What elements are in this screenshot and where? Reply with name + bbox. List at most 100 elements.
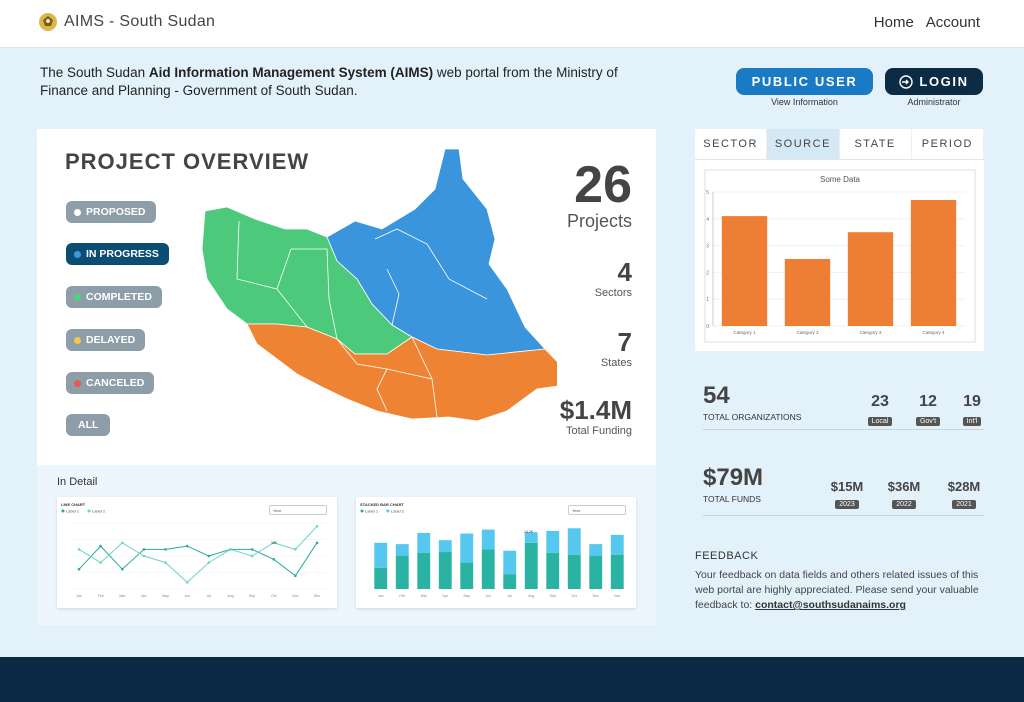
login-label: LOGIN	[919, 74, 969, 89]
org-local-value: 23	[871, 393, 889, 410]
public-user-button[interactable]: PUBLIC USER	[736, 68, 873, 95]
footer	[0, 657, 1024, 702]
stacked-bar-lower	[524, 542, 538, 589]
stacked-bar-lower	[395, 556, 409, 589]
x-tick-label: Jan	[76, 594, 82, 598]
bar-chart-select[interactable]: Year	[568, 505, 626, 515]
x-tick-label: Aug	[227, 594, 233, 598]
line-chart-svg: Label 1 Label 2 12K Jan Feb Mar Apr May Jun Jul Au…	[61, 509, 327, 598]
public-user-label: PUBLIC USER	[751, 74, 858, 89]
intro-text: The South Sudan Aid Information Manageme…	[40, 64, 640, 100]
line-point	[99, 544, 102, 548]
main-nav: Home Account	[874, 14, 980, 31]
line-point	[142, 554, 146, 558]
funds-total-label: TOTAL FUNDS	[703, 494, 761, 504]
overview-title: PROJECT OVERVIEW	[65, 149, 310, 174]
in-detail-section: In Detail LINE CHART Year Label 1 Label 2…	[37, 465, 656, 625]
funds-2023-tag: 2023	[835, 500, 859, 509]
line-point	[250, 548, 254, 551]
tab-state[interactable]: STATE	[840, 129, 912, 159]
tab-source[interactable]: SOURCE	[767, 129, 840, 159]
y-tick-label: 5	[706, 190, 709, 196]
tab-period[interactable]: PERIOD	[912, 129, 984, 159]
legend-label: Label 1	[365, 509, 379, 514]
funds-2023-value: $15M	[830, 479, 864, 494]
status-delayed-button[interactable]: DELAYED	[66, 329, 146, 351]
status-in-progress-button[interactable]: IN PROGRESS	[66, 243, 169, 265]
organizations-summary: 54 TOTAL ORGANIZATIONS 23 Local 12 Gov't…	[703, 380, 984, 430]
stacked-bar-upper	[481, 529, 495, 550]
line-point	[250, 554, 254, 558]
line-point	[294, 574, 297, 578]
line-tooltip: 12K	[271, 541, 278, 545]
line-point	[315, 525, 319, 528]
stacked-bar-lower	[417, 552, 431, 589]
bar	[721, 216, 768, 326]
funds-2021-tag: 2021	[952, 500, 976, 509]
top-navbar: AIMS - South Sudan Home Account	[0, 0, 1024, 48]
organizations-total-label: TOTAL ORGANIZATIONS	[703, 412, 802, 422]
south-sudan-map[interactable]	[187, 149, 557, 449]
x-tick-label: Category 1	[733, 330, 756, 335]
nav-account-link[interactable]: Account	[925, 14, 980, 31]
status-dot-icon	[74, 336, 81, 344]
status-completed-button[interactable]: COMPLETED	[66, 286, 162, 308]
states-count: 7	[617, 327, 632, 357]
tab-label: PERIOD	[921, 138, 973, 150]
brand[interactable]: AIMS - South Sudan	[38, 12, 215, 32]
status-label: PROPOSED	[86, 206, 146, 218]
status-proposed-button[interactable]: PROPOSED	[66, 201, 156, 223]
filter-tabs: SECTOR SOURCE STATE PERIOD	[695, 129, 984, 160]
line-point	[315, 541, 319, 545]
bar	[784, 259, 831, 326]
x-tick-label: Category 4	[922, 330, 945, 335]
stacked-bar-lower	[481, 549, 495, 589]
stacked-bar-chart-card: STACKED BAR CHART Year Label 1 Label 2 Jan…	[356, 497, 636, 608]
status-dot-icon	[74, 293, 81, 301]
stacked-bar-upper	[503, 550, 517, 575]
legend-label: Label 1	[66, 509, 80, 514]
funds-summary: $79M TOTAL FUNDS $15M 2023 $36M 2022 $28…	[703, 462, 984, 516]
funding-stat: $1.4M Total Funding	[560, 397, 632, 437]
x-tick-label: Dec	[614, 594, 620, 598]
x-tick-label: Aug	[528, 594, 534, 598]
x-tick-label: Dec	[314, 594, 320, 598]
tab-label: SECTOR	[703, 138, 758, 150]
org-govt-tag: Gov't	[915, 417, 941, 426]
funds-2021-value: $28M	[947, 479, 981, 494]
x-tick-label: Jun	[485, 594, 491, 598]
project-overview-card: PROJECT OVERVIEW PROPOSED IN PROGRESS CO…	[37, 129, 656, 465]
tab-sector[interactable]: SECTOR	[695, 129, 768, 159]
status-all-button[interactable]: ALL	[66, 414, 111, 436]
bar-chart-title: STACKED BAR CHART	[360, 502, 404, 507]
x-tick-label: Apr	[141, 594, 147, 598]
status-dot-icon	[74, 379, 81, 387]
y-tick-label: 4	[706, 217, 709, 223]
projects-count: 26	[574, 156, 632, 214]
legend-label: Label 2	[92, 509, 106, 514]
coat-of-arms-logo	[39, 13, 57, 31]
x-tick-label: Sep	[550, 594, 556, 598]
line-point	[272, 558, 276, 561]
states-stat: 7 States	[601, 329, 632, 369]
bar-chart-select-value: Year	[572, 508, 581, 513]
bar	[910, 200, 957, 326]
in-detail-title: In Detail	[57, 476, 98, 488]
status-canceled-button[interactable]: CANCELED	[66, 372, 155, 394]
funds-2021: $28M 2021	[944, 480, 984, 511]
feedback-email-link[interactable]: contact@southsudanaims.org	[755, 599, 906, 611]
sectors-label: Sectors	[594, 287, 632, 299]
stacked-bar-upper	[460, 533, 474, 563]
line-point	[207, 561, 211, 564]
line-point	[185, 581, 189, 584]
line-chart-card: LINE CHART Year Label 1 Label 2 12K Jan Feb M…	[57, 497, 337, 608]
line-point	[294, 548, 297, 551]
x-tick-label: Nov	[593, 594, 599, 598]
nav-home-link[interactable]: Home	[873, 14, 914, 31]
line-chart-select[interactable]: Year	[269, 505, 327, 515]
sectors-stat: 4 Sectors	[595, 259, 632, 299]
x-tick-label: Feb	[399, 594, 405, 598]
x-tick-label: May	[463, 594, 470, 598]
login-button[interactable]: LOGIN	[885, 68, 983, 95]
line-series	[78, 542, 318, 577]
